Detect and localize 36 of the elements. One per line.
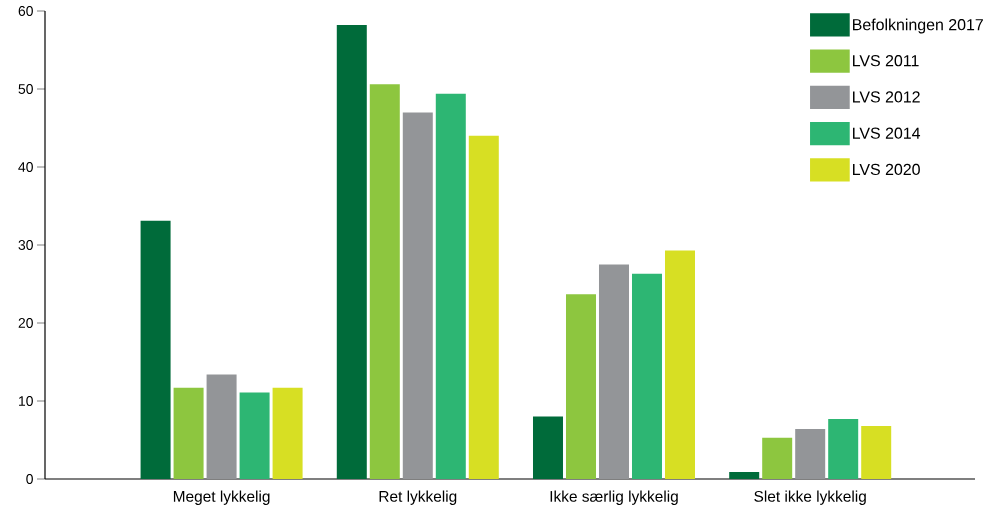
bar [272,387,303,479]
legend-label: LVS 2011 [853,55,919,67]
bar [468,135,499,479]
y-tick-label: 0 [26,474,33,484]
bar [532,416,563,479]
y-tick-label: 50 [18,84,33,94]
x-tick-label: Meget lykkelig [173,490,270,505]
legend-label: Befolkningen 2017 [853,18,983,34]
y-tick-label: 60 [18,6,33,16]
bar [206,374,237,479]
bar [369,84,400,479]
legend-label: LVS 2020 [853,163,920,176]
bar [861,425,892,479]
bar [565,294,596,479]
bar [762,437,793,479]
bar [402,112,433,479]
y-tick-label: 10 [19,396,33,406]
bar [435,93,466,479]
bar [795,429,826,479]
legend-label: LVS 2012 [853,91,920,103]
bar [140,220,171,479]
y-tick-label: 40 [18,162,33,172]
x-tick-label: Ret lykkelig [379,490,457,505]
bar [631,273,662,479]
bar [239,392,270,479]
bar [173,387,204,479]
x-tick-label: Slet ikke lykkelig [754,490,866,505]
bar [336,25,367,479]
legend-label: LVS 2014 [853,127,921,139]
y-tick-label: 20 [18,318,33,328]
bar [598,264,629,479]
bar [664,250,695,479]
bar [729,471,760,479]
y-tick-label: 30 [18,240,33,250]
x-tick-label: Ikke særlig lykkelig [550,490,678,505]
bar [828,418,859,479]
